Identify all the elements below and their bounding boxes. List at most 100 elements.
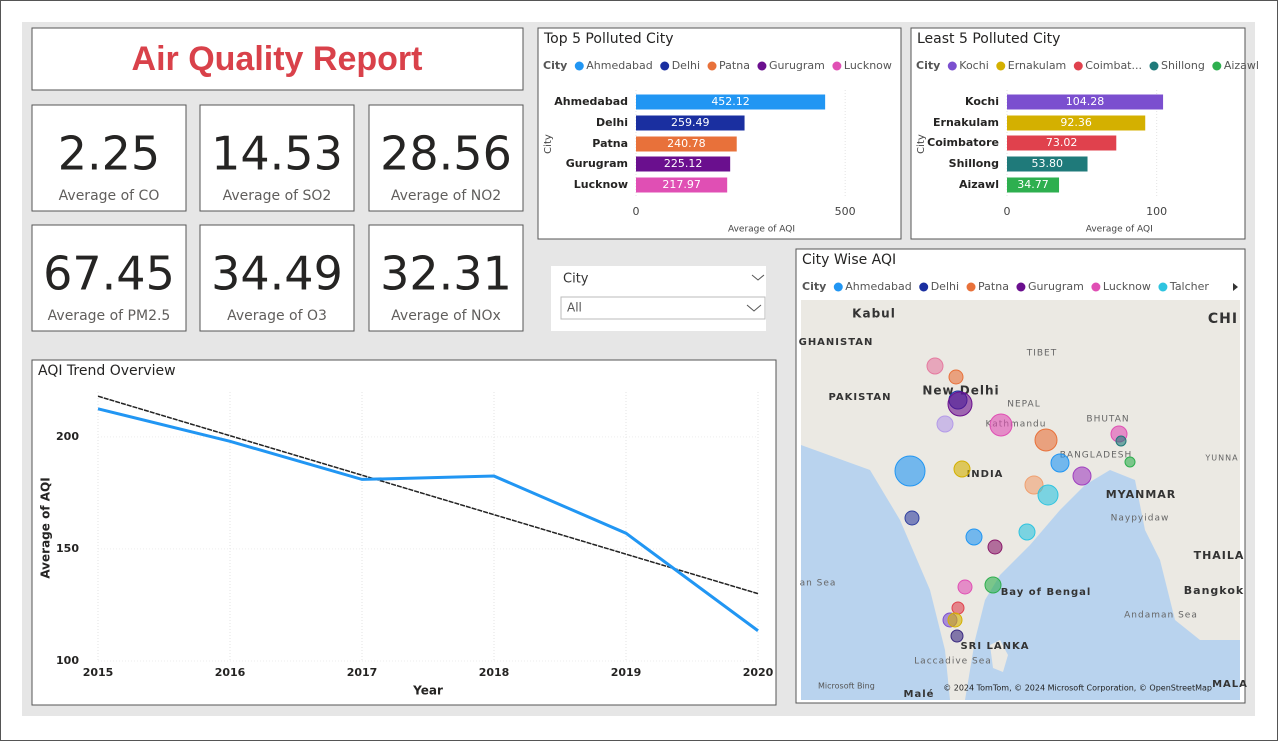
x-tick-label: 0 [633, 205, 640, 218]
map-label: New Delhi [922, 384, 999, 398]
kpi-card [199, 104, 355, 212]
category-label: Lucknow [574, 178, 628, 191]
value-label: 104.28 [1066, 95, 1105, 108]
bar [1007, 177, 1060, 193]
dropdown-icon[interactable] [746, 304, 762, 312]
slicer-dropdown[interactable] [560, 296, 766, 320]
map-bubble [1034, 428, 1058, 452]
x-tick-label: 2018 [479, 666, 510, 679]
legend-marker [757, 61, 767, 71]
map-island [990, 640, 1008, 672]
legend-marker [919, 282, 929, 292]
kpi-value: 2.25 [58, 127, 160, 181]
title-box [31, 27, 524, 91]
map-bubble [904, 510, 920, 526]
legend-marker [707, 61, 717, 71]
legend-label: Coimbat... [1085, 59, 1142, 72]
legend-marker [966, 282, 976, 292]
value-label: 452.12 [711, 95, 750, 108]
kpi-card [199, 224, 355, 332]
x-axis-title: Average of AQI [728, 225, 795, 235]
kpi-value: 67.45 [43, 247, 175, 301]
kpi-card [368, 224, 524, 332]
map-bubble [987, 539, 1003, 555]
map-bubble [894, 455, 926, 487]
x-tick-label: 2017 [347, 666, 378, 679]
legend-marker [1212, 61, 1222, 71]
y-tick-label: 200 [56, 430, 79, 443]
category-label: Gurugram [566, 157, 628, 170]
map-bubble [950, 629, 964, 643]
legend-marker [947, 61, 957, 71]
x-tick-label: 0 [1004, 205, 1011, 218]
map-bubble [947, 612, 963, 628]
x-tick-label: 2019 [611, 666, 642, 679]
kpi-value: 34.49 [211, 247, 343, 301]
chart-title: City Wise AQI [802, 252, 896, 268]
kpi-label: Average of NOx [391, 308, 501, 324]
map-bubble [951, 601, 965, 615]
y-tick-label: 100 [56, 654, 79, 667]
legend-title: City [543, 59, 567, 72]
map-label: THAILA [1194, 549, 1245, 562]
value-label: 259.49 [671, 116, 710, 129]
map-label: CHI [1208, 311, 1238, 327]
collapse-icon[interactable] [751, 274, 765, 281]
x-tick-label: 500 [835, 205, 856, 218]
map-bubble [1037, 484, 1059, 506]
map-label: Malé [904, 688, 935, 700]
map-bubble [984, 576, 1002, 594]
legend-marker [832, 61, 842, 71]
category-label: Ernakulam [933, 116, 999, 129]
kpi-label: Average of CO [59, 188, 160, 204]
map-sea [801, 445, 950, 700]
map-bubble [1050, 453, 1070, 473]
map-label: SRI LANKA [960, 641, 1029, 652]
y-tick-label: 150 [56, 542, 79, 555]
kpi-value: 14.53 [211, 127, 343, 181]
slicer: City All [551, 266, 766, 331]
map-label: NEPAL [1007, 400, 1040, 410]
kpi-label: Average of PM2.5 [48, 308, 171, 324]
legend-title: City [916, 59, 940, 72]
map-label: TIBET [1026, 349, 1058, 359]
map-bubble [965, 528, 983, 546]
map-attribution: © 2024 TomTom, © 2024 Microsoft Corporat… [943, 684, 1212, 693]
trend-line [97, 395, 759, 595]
legend-marker [1073, 61, 1083, 71]
x-tick-label: 2016 [215, 666, 246, 679]
chart-title: Top 5 Polluted City [543, 31, 673, 47]
legend-label: Aizawl [1224, 59, 1259, 72]
map-label: Laccadive Sea [914, 657, 992, 667]
kpi-value: 28.56 [380, 127, 512, 181]
legend-label: Lucknow [1103, 280, 1151, 293]
legend-label: Talcher [1169, 280, 1209, 293]
map-bubble [947, 391, 973, 417]
kpi-card [31, 104, 187, 212]
map-bubble [1124, 456, 1136, 468]
bar [1007, 135, 1117, 151]
x-tick-label: 100 [1146, 205, 1167, 218]
bar [636, 115, 745, 131]
map-label: GHANISTAN [799, 337, 874, 348]
legend-label: Ahmedabad [845, 280, 911, 293]
map-label: Naypyidaw [1111, 514, 1170, 524]
legend-label: Gurugram [1028, 280, 1084, 293]
legend-label: Kochi [959, 59, 988, 72]
map-bubble [1018, 523, 1036, 541]
legend-marker [1149, 61, 1159, 71]
map-bubble [953, 460, 971, 478]
x-tick-label: 2020 [743, 666, 774, 679]
map-label: YUNNA [1204, 454, 1238, 463]
map-bubble [1115, 435, 1127, 447]
map-bubble [957, 579, 973, 595]
legend-scroll [1233, 283, 1238, 291]
map-provider: Microsoft Bing [818, 682, 875, 691]
kpi-label: Average of SO2 [223, 188, 332, 204]
value-label: 225.12 [664, 157, 703, 170]
map-label: an Sea [800, 579, 837, 589]
map-label: Bangkok [1184, 584, 1244, 597]
category-label: Aizawl [959, 178, 999, 191]
value-label: 34.77 [1017, 178, 1049, 191]
legend-label: Ernakulam [1008, 59, 1067, 72]
